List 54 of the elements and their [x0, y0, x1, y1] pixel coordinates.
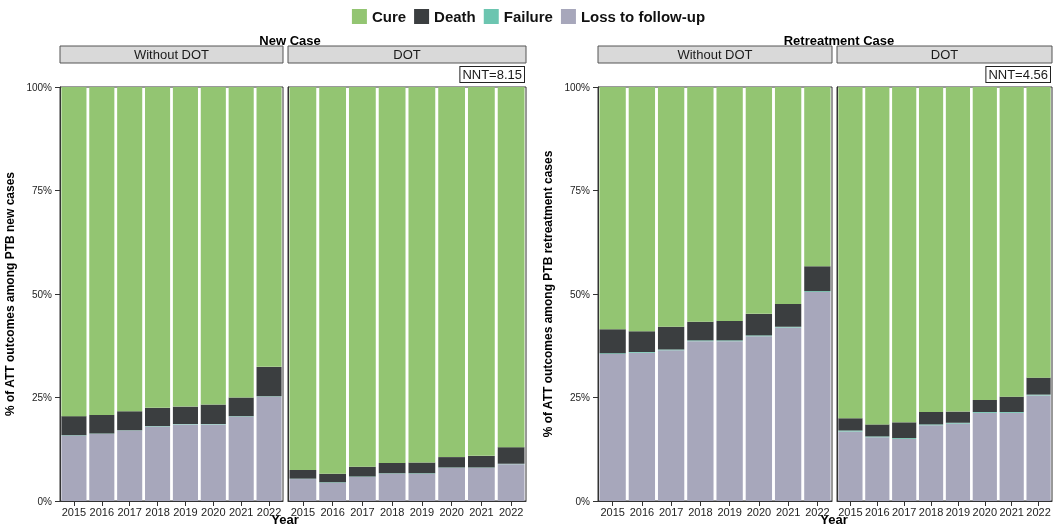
x-tick-label: 2017: [891, 505, 917, 518]
y-axis-title: % of ATT outcomes among PTB retreatment cases: [540, 150, 555, 438]
x-tick-label: 2020: [972, 505, 998, 518]
x-tick-label: 2018: [145, 505, 170, 518]
x-tick-label: 2015: [61, 505, 87, 518]
x-tick-label: 2019: [409, 505, 435, 518]
x-tick-label: 2019: [717, 505, 742, 518]
legend-label: Loss to follow-up: [580, 8, 706, 25]
y-tick-label: 25%: [31, 392, 53, 403]
y-tick-label: 100%: [564, 81, 591, 93]
x-tick-label: 2022: [1026, 505, 1051, 518]
x-tick-label: 2021: [999, 505, 1024, 518]
x-tick-label: 2021: [228, 505, 254, 518]
x-tick-label: 2015: [600, 505, 625, 518]
legend-label: Death: [434, 8, 476, 25]
x-tick-label: 2016: [89, 505, 115, 518]
y-tick-label: 50%: [569, 288, 591, 300]
text: NNT=4.56: [988, 67, 1048, 82]
y-tick-label: 75%: [569, 185, 591, 196]
y-tick-label: 0%: [37, 495, 53, 507]
x-tick-label: 2019: [173, 505, 198, 518]
y-tick-label: 100%: [26, 81, 53, 93]
x-tick-label: 2020: [439, 505, 464, 518]
y-axis-title: % of ATT outcomes among PTB new cases: [3, 171, 17, 417]
y-tick-label: 0%: [575, 495, 591, 507]
x-tick-label: 2015: [838, 505, 863, 518]
y-tick-label: 75%: [31, 185, 53, 196]
x-tick-label: 2019: [945, 505, 971, 518]
x-tick-label: 2020: [201, 505, 226, 518]
x-tick-label: 2017: [658, 505, 684, 518]
y-tick-label: 50%: [31, 288, 53, 300]
x-tick-label: 2021: [469, 505, 494, 518]
legend-label: Failure: [503, 8, 553, 25]
legend-label: Cure: [371, 8, 407, 25]
x-tick-label: 2021: [775, 505, 801, 518]
text: NNT=8.15: [462, 67, 522, 82]
x-tick-label: 2018: [379, 505, 405, 518]
y-tick-label: 25%: [569, 392, 591, 403]
x-tick-label: 2017: [117, 505, 142, 518]
x-tick-label: 2018: [918, 505, 944, 518]
chart-subtitle: DOT: [393, 47, 421, 62]
x-tick-label: 2020: [746, 505, 772, 518]
x-tick-label: 2022: [498, 505, 524, 518]
x-tick-label: 2016: [629, 505, 655, 518]
chart-title: New Case: [259, 33, 321, 48]
x-tick-label: 2015: [290, 505, 316, 518]
chart-subtitle: DOT: [930, 47, 959, 62]
x-tick-label: 2016: [320, 505, 345, 518]
chart-subtitle: Without DOT: [677, 47, 753, 62]
x-tick-label: 2018: [688, 505, 713, 518]
x-tick-label: 2016: [865, 505, 890, 518]
chart-subtitle: Without DOT: [133, 47, 210, 62]
x-tick-label: 2017: [350, 505, 375, 518]
chart-title: Retreatment Case: [783, 33, 895, 48]
